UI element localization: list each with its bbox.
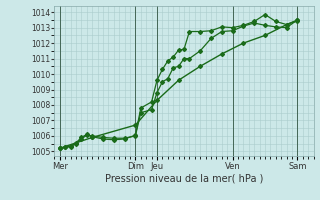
X-axis label: Pression niveau de la mer( hPa ): Pression niveau de la mer( hPa )	[105, 173, 263, 183]
